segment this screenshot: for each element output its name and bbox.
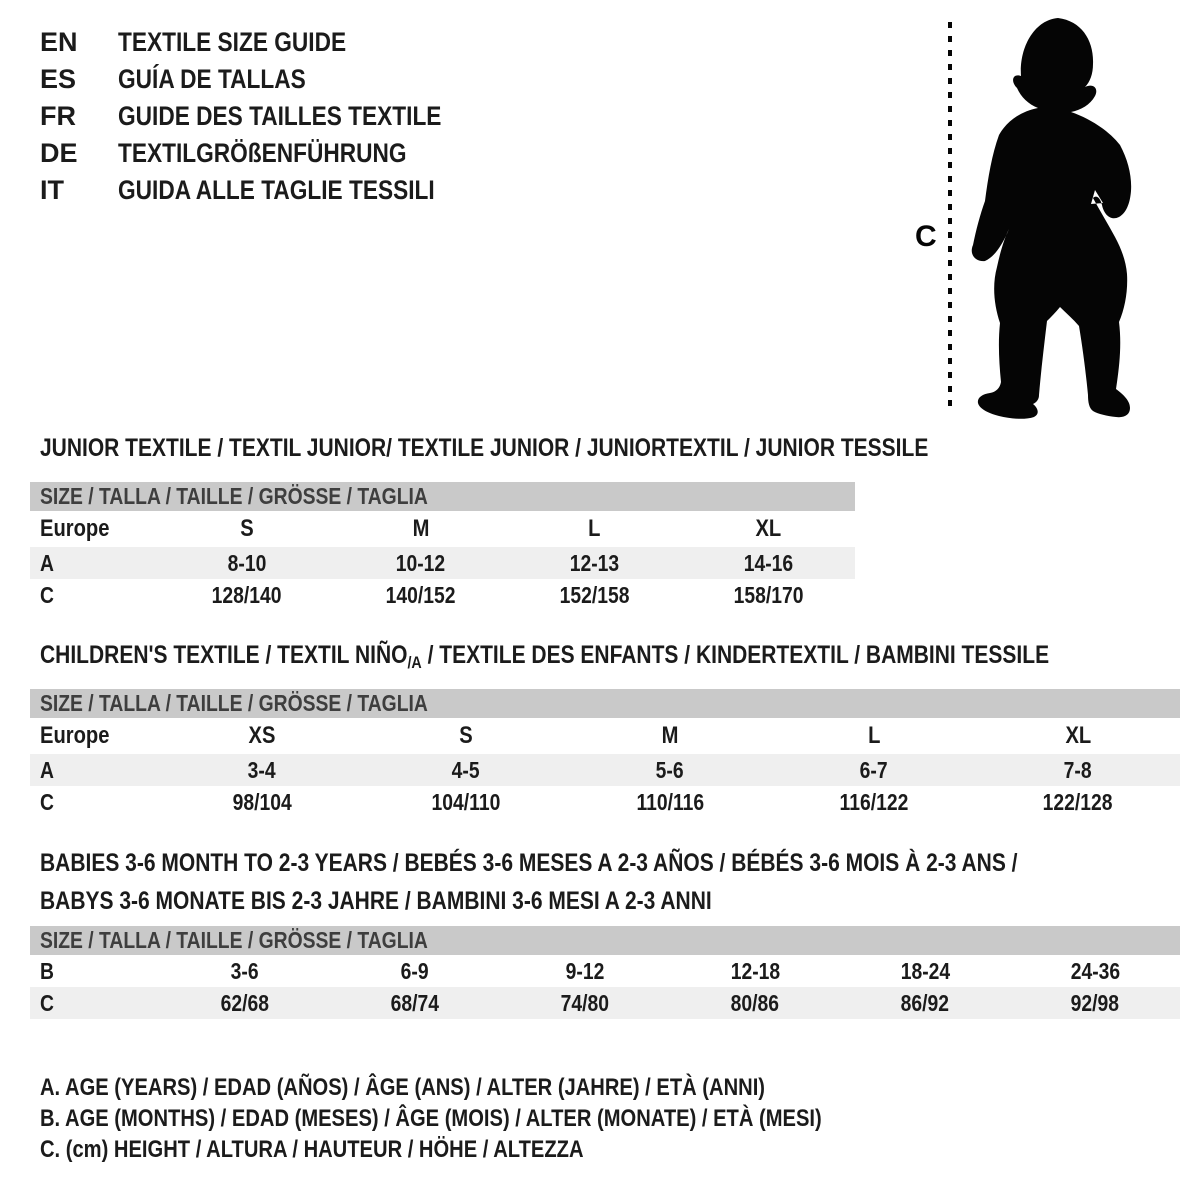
- language-row-fr: FR GUIDE DES TAILLES TEXTILE: [40, 98, 503, 135]
- guide-title-it: GUIDA ALLE TAGLIE TESSILI: [118, 175, 435, 205]
- size-header-cell: XL: [755, 515, 781, 542]
- row-key-cell: C: [40, 788, 54, 815]
- height-cell: 80/86: [730, 989, 780, 1016]
- children-section-title: CHILDREN'S TEXTILE / TEXTIL NIÑO/A / TEX…: [40, 641, 1200, 673]
- row-key-cell: C: [40, 989, 54, 1016]
- months-cell: 24-36: [1070, 957, 1120, 984]
- language-title-list: EN TEXTILE SIZE GUIDE ES GUÍA DE TALLAS …: [40, 24, 503, 209]
- language-code: IT: [40, 175, 64, 205]
- language-code: FR: [40, 101, 76, 131]
- junior-header-row: Europe S M L XL: [30, 511, 855, 547]
- legend-line-b: B. AGE (MONTHS) / EDAD (MESES) / ÂGE (MO…: [40, 1104, 822, 1132]
- size-header-cell: L: [588, 515, 601, 542]
- height-cell: 152/158: [559, 581, 630, 608]
- babies-row-height: C 62/68 68/74 74/80 80/86 86/92 92/98: [30, 987, 1180, 1019]
- age-cell: 12-13: [569, 549, 620, 576]
- babies-row-months: B 3-6 6-9 9-12 12-18 18-24 24-36: [30, 955, 1180, 987]
- height-cell: 104/110: [431, 788, 501, 815]
- junior-row-age: A 8-10 10-12 12-13 14-16: [30, 547, 855, 579]
- language-row-de: DE TEXTILGRÖßENFÜHRUNG: [40, 135, 503, 172]
- row-key-cell: A: [40, 756, 54, 783]
- toddler-silhouette-graphic: C: [915, 18, 1132, 419]
- children-section-title-text: CHILDREN'S TEXTILE / TEXTIL NIÑO/A / TEX…: [40, 641, 1049, 673]
- toddler-silhouette: [971, 18, 1132, 419]
- age-cell: 14-16: [743, 549, 793, 576]
- children-row-age: A 3-4 4-5 5-6 6-7 7-8: [30, 754, 1180, 786]
- region-header-cell: Europe: [40, 722, 110, 749]
- children-row-height: C 98/104 104/110 110/116 116/122 122/128: [30, 786, 1180, 818]
- size-header-cell: M: [412, 515, 430, 542]
- height-cell: 92/98: [1070, 989, 1120, 1016]
- height-cell: 86/92: [900, 989, 950, 1016]
- height-measure-label: C: [915, 220, 937, 253]
- language-code: EN: [40, 27, 78, 57]
- months-cell: 3-6: [231, 957, 259, 984]
- babies-title-line2: BABYS 3-6 MONATE BIS 2-3 JAHRE / BAMBINI…: [40, 887, 712, 915]
- babies-size-bar-text: SIZE / TALLA / TAILLE / GRÖSSE / TAGLIA: [40, 927, 428, 953]
- junior-size-bar: SIZE / TALLA / TAILLE / GRÖSSE / TAGLIA: [30, 482, 855, 511]
- months-cell: 12-18: [730, 957, 780, 984]
- children-size-bar-text: SIZE / TALLA / TAILLE / GRÖSSE / TAGLIA: [40, 690, 428, 716]
- guide-title-fr: GUIDE DES TAILLES TEXTILE: [118, 101, 442, 131]
- language-row-en: EN TEXTILE SIZE GUIDE: [40, 24, 503, 61]
- age-cell: 6-7: [860, 756, 888, 783]
- babies-size-table: SIZE / TALLA / TAILLE / GRÖSSE / TAGLIA …: [30, 926, 1180, 1019]
- months-cell: 9-12: [565, 957, 605, 984]
- legend-line-a: A. AGE (YEARS) / EDAD (AÑOS) / ÂGE (ANS)…: [40, 1073, 766, 1101]
- guide-title-de: TEXTILGRÖßENFÜHRUNG: [118, 138, 407, 168]
- children-size-table: SIZE / TALLA / TAILLE / GRÖSSE / TAGLIA …: [30, 689, 1180, 818]
- row-key-cell: C: [40, 581, 54, 608]
- age-cell: 4-5: [452, 756, 480, 783]
- junior-section-title: JUNIOR TEXTILE / TEXTIL JUNIOR/ TEXTILE …: [40, 434, 1098, 463]
- height-cell: 62/68: [220, 989, 270, 1016]
- junior-section-title-text: JUNIOR TEXTILE / TEXTIL JUNIOR/ TEXTILE …: [40, 434, 929, 462]
- legend-line-c: C. (cm) HEIGHT / ALTURA / HAUTEUR / HÖHE…: [40, 1135, 584, 1163]
- height-cell: 128/140: [211, 581, 282, 608]
- junior-size-bar-text: SIZE / TALLA / TAILLE / GRÖSSE / TAGLIA: [40, 483, 428, 509]
- months-cell: 6-9: [401, 957, 429, 984]
- months-cell: 18-24: [900, 957, 950, 984]
- size-header-cell: S: [459, 722, 473, 749]
- size-header-cell: XL: [1065, 722, 1091, 749]
- height-cell: 98/104: [232, 788, 292, 815]
- age-cell: 3-4: [248, 756, 276, 783]
- age-cell: 10-12: [395, 549, 446, 576]
- language-code: ES: [40, 64, 77, 94]
- children-size-bar: SIZE / TALLA / TAILLE / GRÖSSE / TAGLIA: [30, 689, 1180, 718]
- size-header-cell: M: [661, 722, 679, 749]
- age-cell: 8-10: [227, 549, 267, 576]
- children-title-post: / TEXTILE DES ENFANTS / KINDERTEXTIL / B…: [421, 641, 1050, 669]
- height-cell: 140/152: [385, 581, 456, 608]
- babies-section-title: BABIES 3-6 MONTH TO 2-3 YEARS / BEBÉS 3-…: [40, 849, 1200, 916]
- age-cell: 5-6: [656, 756, 684, 783]
- guide-title-es: GUÍA DE TALLAS: [118, 64, 306, 94]
- height-cell: 158/170: [733, 581, 804, 608]
- height-cell: 110/116: [636, 788, 704, 815]
- junior-row-height: C 128/140 140/152 152/158 158/170: [30, 579, 855, 611]
- children-title-pre: CHILDREN'S TEXTILE / TEXTIL NIÑO: [40, 641, 408, 669]
- height-cell: 74/80: [560, 989, 610, 1016]
- measurement-legend: A. AGE (YEARS) / EDAD (AÑOS) / ÂGE (ANS)…: [40, 1072, 971, 1165]
- toddler-height-figure: C: [895, 8, 1155, 420]
- language-row-es: ES GUÍA DE TALLAS: [40, 61, 503, 98]
- size-header-cell: L: [867, 722, 881, 749]
- language-row-it: IT GUIDA ALLE TAGLIE TESSILI: [40, 172, 503, 209]
- junior-size-table: SIZE / TALLA / TAILLE / GRÖSSE / TAGLIA …: [30, 482, 855, 611]
- row-key-cell: A: [40, 549, 54, 576]
- height-cell: 68/74: [390, 989, 440, 1016]
- height-cell: 116/122: [839, 788, 909, 815]
- guide-title-en: TEXTILE SIZE GUIDE: [118, 27, 347, 57]
- size-header-cell: S: [240, 515, 254, 542]
- region-header-cell: Europe: [40, 515, 110, 542]
- row-key-cell: B: [40, 957, 54, 984]
- age-cell: 7-8: [1064, 756, 1092, 783]
- babies-size-bar: SIZE / TALLA / TAILLE / GRÖSSE / TAGLIA: [30, 926, 1180, 955]
- height-cell: 122/128: [1043, 788, 1113, 815]
- language-code: DE: [40, 138, 78, 168]
- children-header-row: Europe XS S M L XL: [30, 718, 1180, 754]
- babies-title-line1: BABIES 3-6 MONTH TO 2-3 YEARS / BEBÉS 3-…: [40, 849, 1018, 877]
- children-title-sub: /A: [407, 653, 422, 672]
- size-header-cell: XS: [248, 722, 276, 749]
